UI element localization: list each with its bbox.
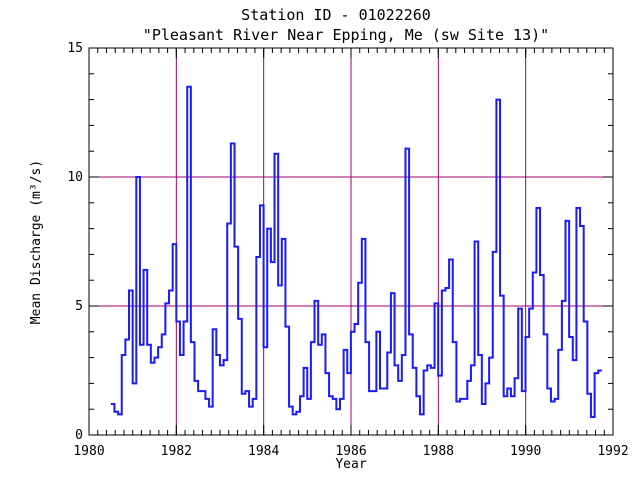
x-tick-label: 1984: [248, 444, 279, 459]
x-tick-label: 1986: [335, 444, 366, 459]
y-tick-label: 0: [75, 428, 83, 443]
axis-ticks: [88, 47, 614, 436]
y-tick-labels: 0 5 10 15: [67, 41, 83, 443]
chart-title: Station ID - 01022260: [241, 6, 431, 24]
x-tick-label: 1988: [423, 444, 454, 459]
y-tick-label: 10: [67, 170, 83, 185]
x-tick-label: 1980: [73, 444, 104, 459]
series-line-discharge: [110, 85, 602, 418]
y-tick-label: 5: [75, 299, 83, 314]
x-tick-labels: 1980 1982 1984 1986 1988 1990 1992: [73, 444, 628, 459]
y-axis-label: Mean Discharge (m³/s): [29, 160, 44, 324]
series-layer: [110, 85, 602, 418]
y-tick-label: 15: [67, 41, 83, 56]
x-tick-label: 1982: [161, 444, 192, 459]
grid-lines: [89, 48, 613, 435]
chart-subtitle: "Pleasant River Near Epping, Me (sw Site…: [143, 26, 549, 44]
x-tick-label: 1990: [510, 444, 541, 459]
x-axis-label: Year: [335, 457, 366, 472]
x-tick-label: 1992: [597, 444, 628, 459]
